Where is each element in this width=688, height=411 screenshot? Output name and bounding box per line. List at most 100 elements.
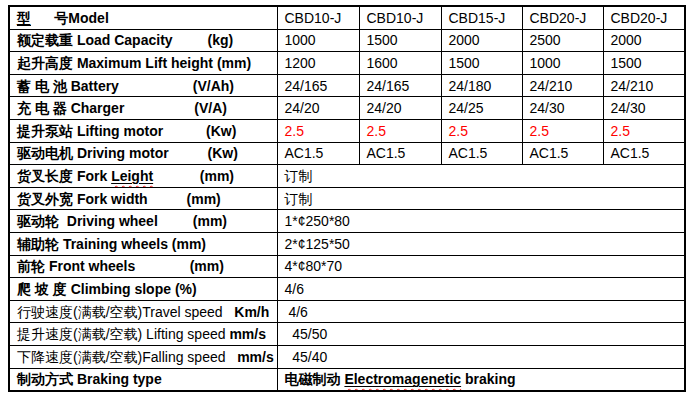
spec-value-load-capacity-col4: 2500 <box>522 29 603 52</box>
text-segment: 起升高度 Maximum Lift height (mm) <box>17 55 251 71</box>
text-segment: 24/165 <box>367 78 410 94</box>
text-segment: 1500 <box>611 55 642 71</box>
text-segment: 号Model <box>31 10 109 26</box>
spec-value-lifting-motor-col1: 2.5 <box>277 119 359 142</box>
spec-value-load-capacity-col1: 1000 <box>277 29 359 52</box>
spec-label-model: 型 号Model <box>9 6 277 29</box>
spec-value-driving-motor-col1: AC1.5 <box>277 142 359 165</box>
text-segment: 24/30 <box>611 100 646 116</box>
text-segment: 提升速度(满载/空载) Lifting speed <box>17 326 229 342</box>
spec-value-model-col1: CBD10-J <box>277 6 359 29</box>
text-segment: 2.5 <box>449 123 468 139</box>
spec-value-travel-speed: 4/6 <box>277 300 685 323</box>
text-segment: 2.5 <box>530 123 549 139</box>
text-segment: 2000 <box>449 32 480 48</box>
spec-value-charger-col3: 24/25 <box>441 97 522 120</box>
text-segment: 24/25 <box>449 100 484 116</box>
text-segment: 45/50 <box>285 326 328 342</box>
text-segment: CBD20-J <box>530 10 587 26</box>
table-row-travel-speed: 行驶速度(满载/空载)Travel speed Km/h 4/6 <box>9 300 685 323</box>
text-segment: 蓄 电 池 Battery (V/Ah) <box>17 78 234 94</box>
spec-value-charger-col2: 24/20 <box>359 97 441 120</box>
misspelled-word: Electromagenetic <box>344 371 461 387</box>
spec-value-model-col4: CBD20-J <box>522 6 603 29</box>
text-segment: 1000 <box>285 32 316 48</box>
table-row-lifting-motor: 提升泵站 Lifting motor (Kw) 2.5 2.5 2.5 2.5 2.5 <box>9 119 685 142</box>
spec-value-model-col2: CBD10-J <box>359 6 441 29</box>
text-segment: 2.5 <box>285 123 304 139</box>
text-segment: AC1.5 <box>367 145 406 161</box>
spec-value-model-col3: CBD15-J <box>441 6 522 29</box>
spec-value-load-capacity-col3: 2000 <box>441 29 522 52</box>
table-row-front-wheels: 前轮 Front wheels (mm) 4*¢80*70 <box>9 255 685 278</box>
table-row-fork-length: 货叉长度 Fork Leight (mm)订制 <box>9 165 685 188</box>
spec-value-lifting-motor-col5: 2.5 <box>603 119 685 142</box>
text-segment: 型 <box>17 10 31 26</box>
spec-label-charger: 充 电 器 Charger (V/A) <box>9 97 277 120</box>
spec-value-maximum-lift-height-col1: 1200 <box>277 52 359 75</box>
text-segment: 订制 <box>285 191 313 207</box>
spec-value-battery-col5: 24/210 <box>603 74 685 97</box>
text-segment: 前轮 Front wheels (mm) <box>17 258 224 274</box>
text-segment: (mm) <box>153 168 234 184</box>
spec-table: 型 号ModelCBD10-JCBD10-JCBD15-JCBD20-JCBD2… <box>8 5 686 392</box>
spec-label-front-wheels: 前轮 Front wheels (mm) <box>9 255 277 278</box>
forklift-spec-sheet: 型 号ModelCBD10-JCBD10-JCBD15-JCBD20-JCBD2… <box>0 0 688 411</box>
spec-label-training-wheels: 辅助轮 Training wheels (mm) <box>9 232 277 255</box>
spec-value-load-capacity-col2: 1500 <box>359 29 441 52</box>
text-segment: AC1.5 <box>285 145 324 161</box>
text-segment: 24/30 <box>530 100 565 116</box>
text-segment: 24/20 <box>367 100 402 116</box>
text-segment: 提升泵站 Lifting motor (Kw) <box>17 123 236 139</box>
spec-value-maximum-lift-height-col5: 1500 <box>603 52 685 75</box>
table-row-lifting-speed: 提升速度(满载/空载) Lifting speed mm/s 45/50 <box>9 323 685 346</box>
text-segment: 1600 <box>367 55 398 71</box>
text-segment: mm/s <box>237 349 274 365</box>
text-segment: 4/6 <box>285 304 308 320</box>
text-segment: AC1.5 <box>530 145 569 161</box>
text-segment: CBD10-J <box>367 10 424 26</box>
spec-value-braking-type: 电磁制动 Electromagenetic braking <box>277 368 685 391</box>
table-row-falling-speed: 下降速度(满载/空载)Falling speed mm/s 45/40 <box>9 345 685 368</box>
text-segment: 4*¢80*70 <box>285 258 343 274</box>
table-row-driving-wheel: 驱动轮 Driving wheel (mm)1*¢250*80 <box>9 210 685 233</box>
spec-value-maximum-lift-height-col4: 1000 <box>522 52 603 75</box>
text-segment: 45/40 <box>285 349 328 365</box>
text-segment: 下降速度(满载/空载)Falling speed <box>17 349 237 365</box>
spec-label-driving-wheel: 驱动轮 Driving wheel (mm) <box>9 210 277 233</box>
text-segment: 2.5 <box>611 123 630 139</box>
spec-value-lifting-motor-col3: 2.5 <box>441 119 522 142</box>
text-segment: 2500 <box>530 32 561 48</box>
text-segment: 1000 <box>530 55 561 71</box>
spec-label-fork-length: 货叉长度 Fork Leight (mm) <box>9 165 277 188</box>
text-segment: 辅助轮 Training wheels (mm) <box>17 236 206 252</box>
spec-value-falling-speed: 45/40 <box>277 345 685 368</box>
table-row-charger: 充 电 器 Charger (V/A)24/2024/2024/2524/302… <box>9 97 685 120</box>
table-row-model: 型 号ModelCBD10-JCBD10-JCBD15-JCBD20-JCBD2… <box>9 6 685 29</box>
text-segment: 制动方式 Braking type <box>17 371 162 387</box>
spec-value-battery-col2: 24/165 <box>359 74 441 97</box>
text-segment: 24/210 <box>530 78 573 94</box>
text-segment: 2.5 <box>367 123 386 139</box>
text-segment: 1500 <box>449 55 480 71</box>
text-segment: 货叉外宽 Fork width (mm) <box>17 191 221 207</box>
spec-label-load-capacity: 额定载重 Load Capacity (kg) <box>9 29 277 52</box>
spec-value-load-capacity-col5: 2000 <box>603 29 685 52</box>
spec-label-climbing-slope: 爬 坡 度 Climbing slope (%) <box>9 278 277 301</box>
spec-value-battery-col1: 24/165 <box>277 74 359 97</box>
spec-value-maximum-lift-height-col2: 1600 <box>359 52 441 75</box>
spec-value-battery-col3: 24/180 <box>441 74 522 97</box>
table-row-maximum-lift-height: 起升高度 Maximum Lift height (mm) 1200 1600 150… <box>9 52 685 75</box>
spec-label-lifting-speed: 提升速度(满载/空载) Lifting speed mm/s <box>9 323 277 346</box>
spec-value-lifting-motor-col4: 2.5 <box>522 119 603 142</box>
spec-value-fork-width: 订制 <box>277 187 685 210</box>
text-segment: CBD20-J <box>611 10 668 26</box>
text-segment: 额定载重 Load Capacity (kg) <box>17 32 233 48</box>
spec-label-travel-speed: 行驶速度(满载/空载)Travel speed Km/h <box>9 300 277 323</box>
spec-label-battery: 蓄 电 池 Battery (V/Ah) <box>9 74 277 97</box>
spec-value-climbing-slope: 4/6 <box>277 278 685 301</box>
text-segment: mm/s <box>229 326 266 342</box>
spec-label-fork-width: 货叉外宽 Fork width (mm) <box>9 187 277 210</box>
text-segment: 充 电 器 Charger (V/A) <box>17 100 227 116</box>
spec-value-front-wheels: 4*¢80*70 <box>277 255 685 278</box>
